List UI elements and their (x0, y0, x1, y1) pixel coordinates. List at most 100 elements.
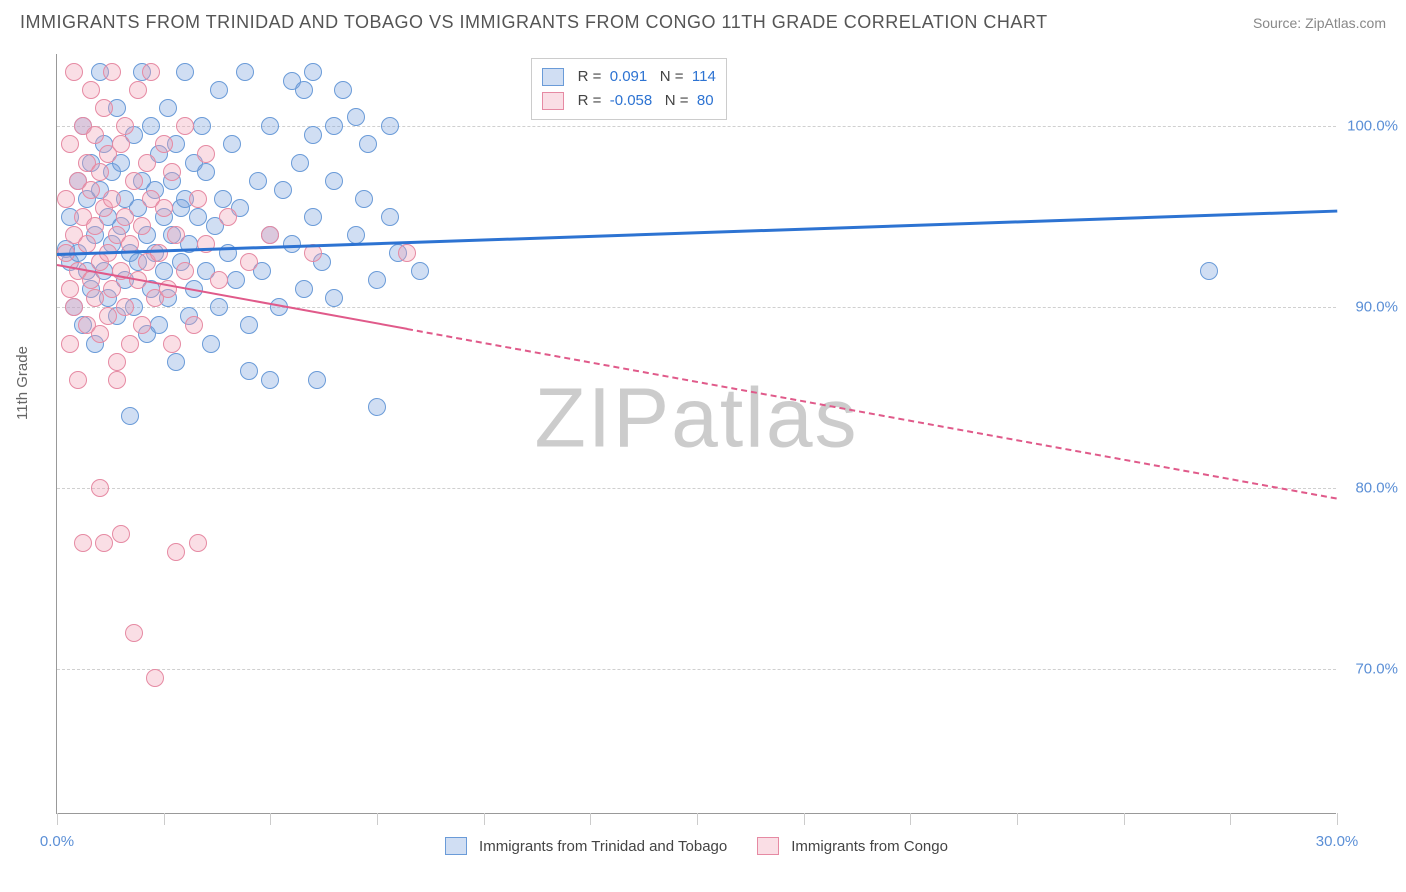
scatter-point (82, 271, 100, 289)
scatter-point (189, 534, 207, 552)
scatter-point (295, 81, 313, 99)
scatter-point (95, 534, 113, 552)
x-tick (164, 813, 165, 825)
legend-label: Immigrants from Congo (791, 838, 948, 855)
x-tick (804, 813, 805, 825)
scatter-point (116, 208, 134, 226)
scatter-point (176, 117, 194, 135)
scatter-point (65, 298, 83, 316)
scatter-point (150, 244, 168, 262)
scatter-point (146, 669, 164, 687)
scatter-point (103, 190, 121, 208)
scatter-point (99, 307, 117, 325)
legend-item: Immigrants from Trinidad and Tobago (445, 837, 727, 855)
scatter-point (116, 117, 134, 135)
scatter-point (125, 172, 143, 190)
y-tick-label: 100.0% (1347, 118, 1398, 135)
y-tick-label: 90.0% (1355, 299, 1398, 316)
scatter-point (202, 335, 220, 353)
scatter-point (103, 63, 121, 81)
scatter-point (86, 217, 104, 235)
scatter-point (159, 99, 177, 117)
scatter-point (210, 81, 228, 99)
scatter-point (142, 63, 160, 81)
scatter-point (240, 253, 258, 271)
scatter-point (308, 371, 326, 389)
scatter-point (65, 63, 83, 81)
scatter-point (325, 289, 343, 307)
gridline-h (57, 669, 1336, 670)
legend-item: Immigrants from Congo (757, 837, 948, 855)
scatter-point (82, 181, 100, 199)
legend-label: Immigrants from Trinidad and Tobago (479, 838, 727, 855)
scatter-point (185, 316, 203, 334)
scatter-point (133, 217, 151, 235)
scatter-point (274, 181, 292, 199)
scatter-point (138, 154, 156, 172)
scatter-point (86, 126, 104, 144)
scatter-point (214, 190, 232, 208)
scatter-point (210, 298, 228, 316)
scatter-point (95, 99, 113, 117)
legend-stats: R = 0.091 N = 114R = -0.058 N = 80 (531, 58, 727, 120)
scatter-point (163, 335, 181, 353)
scatter-point (240, 316, 258, 334)
scatter-point (155, 262, 173, 280)
gridline-h (57, 307, 1336, 308)
scatter-point (189, 190, 207, 208)
scatter-point (74, 534, 92, 552)
scatter-point (78, 235, 96, 253)
scatter-point (381, 208, 399, 226)
scatter-point (61, 135, 79, 153)
scatter-point (167, 543, 185, 561)
scatter-point (223, 135, 241, 153)
x-tick (910, 813, 911, 825)
scatter-point (167, 353, 185, 371)
watermark: ZIPatlas (534, 370, 858, 467)
scatter-point (359, 135, 377, 153)
scatter-point (133, 316, 151, 334)
legend-row: R = 0.091 N = 114 (542, 65, 716, 89)
x-tick (1017, 813, 1018, 825)
x-tick (57, 813, 58, 825)
scatter-point (347, 226, 365, 244)
scatter-point (69, 371, 87, 389)
scatter-point (163, 163, 181, 181)
scatter-point (91, 479, 109, 497)
scatter-point (368, 398, 386, 416)
scatter-point (150, 316, 168, 334)
legend-swatch (445, 837, 467, 855)
scatter-point (167, 226, 185, 244)
x-tick (1124, 813, 1125, 825)
x-tick (377, 813, 378, 825)
scatter-point (304, 208, 322, 226)
legend-swatch (757, 837, 779, 855)
scatter-point (108, 371, 126, 389)
scatter-point (325, 117, 343, 135)
scatter-point (103, 280, 121, 298)
gridline-h (57, 488, 1336, 489)
x-tick (1230, 813, 1231, 825)
legend-stat-text: R = 0.091 N = 114 (578, 65, 716, 89)
scatter-point (304, 63, 322, 81)
trend-line (407, 328, 1337, 500)
y-axis-label: 11th Grade (14, 346, 31, 420)
scatter-point (61, 280, 79, 298)
y-tick-label: 70.0% (1355, 661, 1398, 678)
scatter-point (125, 624, 143, 642)
scatter-point (219, 208, 237, 226)
scatter-point (176, 63, 194, 81)
legend-row: R = -0.058 N = 80 (542, 89, 716, 113)
scatter-point (381, 117, 399, 135)
scatter-point (121, 335, 139, 353)
scatter-point (61, 335, 79, 353)
scatter-point (129, 81, 147, 99)
scatter-point (197, 145, 215, 163)
scatter-point (112, 525, 130, 543)
scatter-point (411, 262, 429, 280)
scatter-point (261, 226, 279, 244)
legend-swatch (542, 68, 564, 86)
scatter-point (295, 280, 313, 298)
scatter-point (57, 190, 75, 208)
scatter-point (112, 135, 130, 153)
